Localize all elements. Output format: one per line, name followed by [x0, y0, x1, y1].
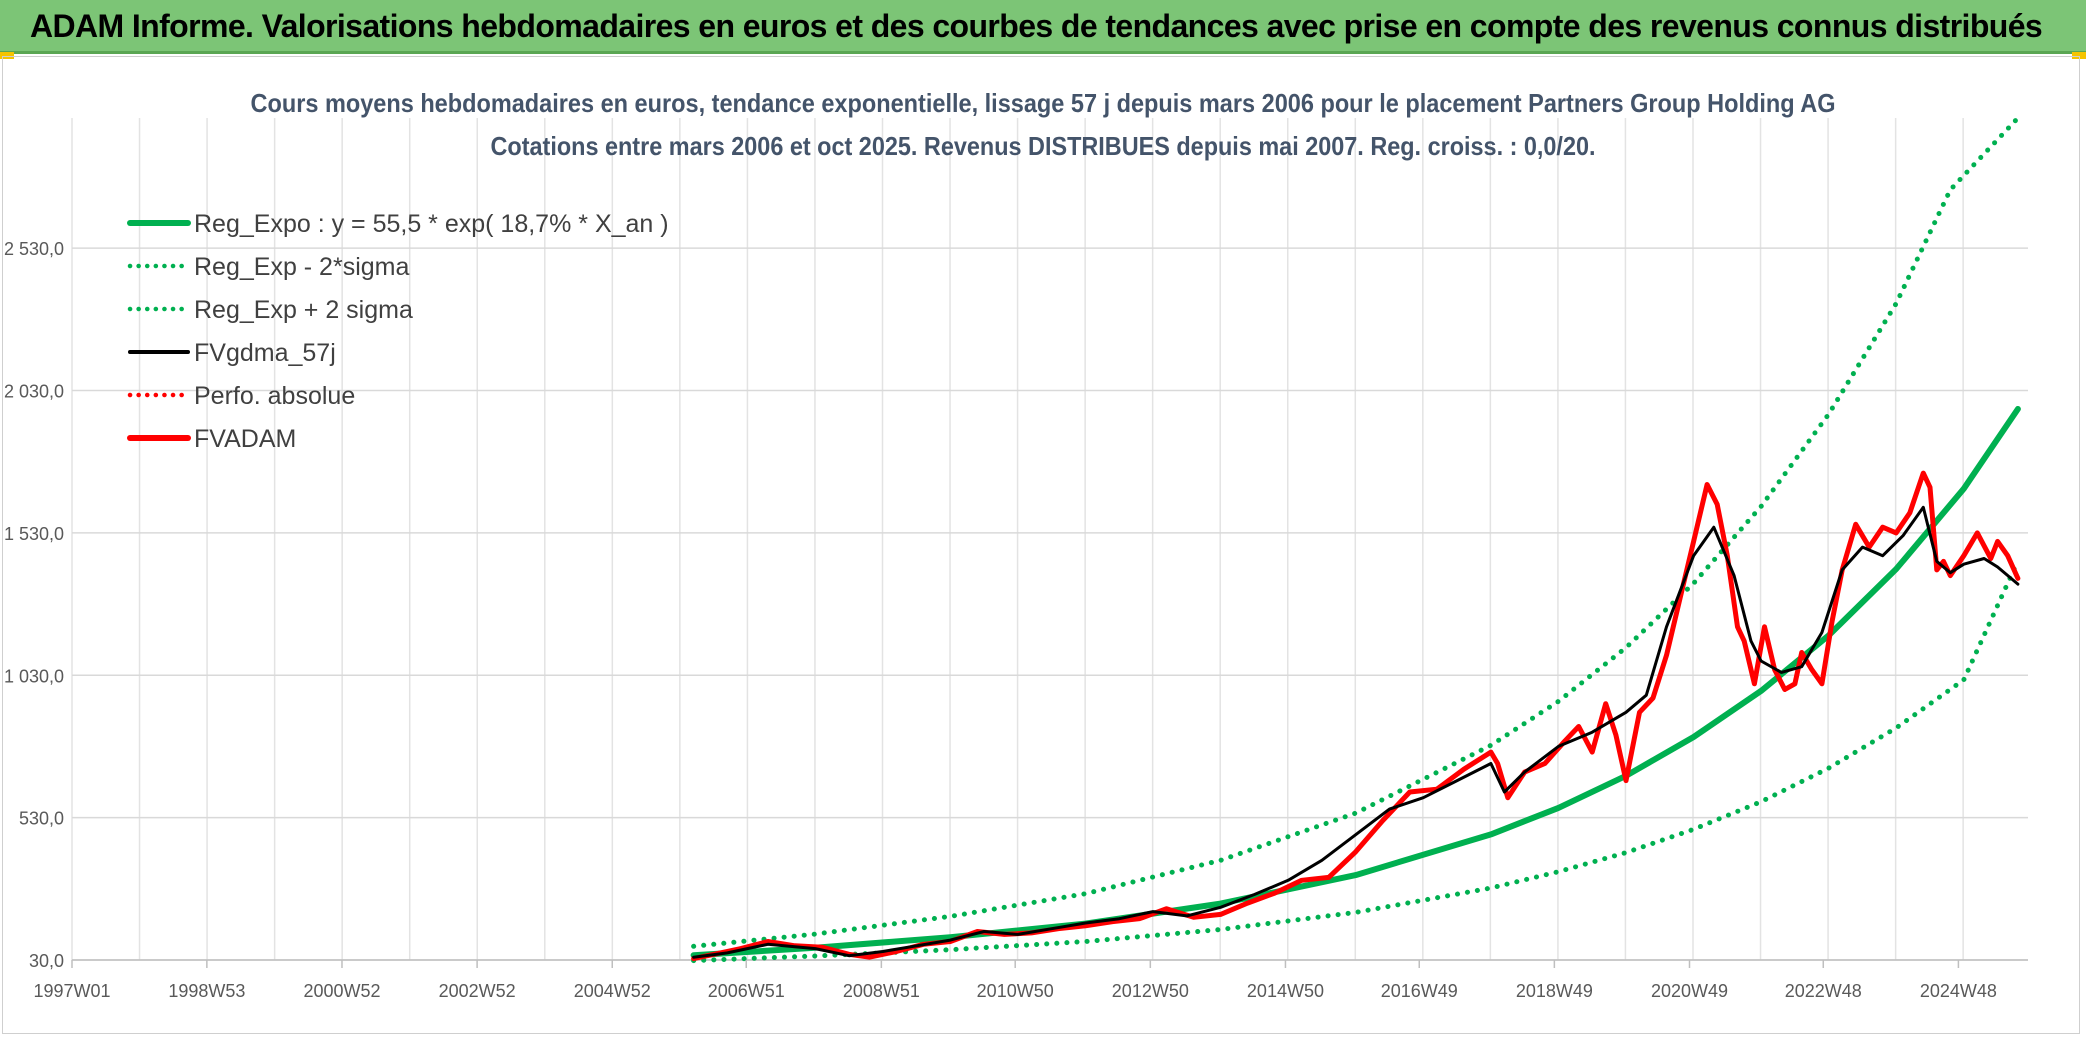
x-tick-label: 2008W51 — [843, 981, 920, 1001]
y-tick-label: 2 030,0 — [4, 382, 64, 402]
x-tick-label: 2022W48 — [1785, 981, 1862, 1001]
header-banner: ADAM Informe. Valorisations hebdomadaire… — [0, 0, 2086, 54]
x-tick-label: 2002W52 — [439, 981, 516, 1001]
x-tick-label: 2010W50 — [977, 981, 1054, 1001]
x-tick-label: 2006W51 — [708, 981, 785, 1001]
chart-frame — [2, 56, 2080, 1034]
y-tick-label: 2 530,0 — [4, 239, 64, 259]
legend-reg-exp-minus-label: Reg_Exp - 2*sigma — [194, 253, 409, 281]
series-layer — [690, 115, 2021, 964]
x-tick-label: 2014W50 — [1247, 981, 1324, 1001]
legend: Reg_Expo : y = 55,5 * exp( 18,7% * X_an … — [127, 210, 669, 453]
x-tick-label: 2024W48 — [1920, 981, 1997, 1001]
x-tick-label: 1998W53 — [168, 981, 245, 1001]
axis-ticks: 30,0 530,0 1 030,0 1 530,0 2 030,0 2 530,0 199… — [4, 239, 1997, 1001]
x-tick-label: 2000W52 — [303, 981, 380, 1001]
x-tick-label: 1997W01 — [33, 981, 110, 1001]
grid-lines — [71, 118, 2028, 961]
legend-fvgdma-label: FVgdma_57j — [194, 339, 336, 367]
reg-exp-minus-2sigma-line — [691, 558, 2021, 964]
legend-reg-exp-plus-label: Reg_Exp + 2 sigma — [194, 296, 413, 324]
x-tick-label: 2012W50 — [1112, 981, 1189, 1001]
y-tick-label: 530,0 — [19, 809, 64, 829]
chart-subtitle: Cotations entre mars 2006 et oct 2025. R… — [491, 131, 1596, 161]
x-tick-label: 2018W49 — [1516, 981, 1593, 1001]
chart-title: Cours moyens hebdomadaires en euros, ten… — [251, 88, 1836, 118]
x-tick-label: 2016W49 — [1381, 981, 1458, 1001]
legend-fvadam-label: FVADAM — [194, 425, 296, 453]
legend-reg-expo-label: Reg_Expo : y = 55,5 * exp( 18,7% * X_an … — [194, 210, 669, 238]
legend-perfo-absolue-label: Perfo. absolue — [194, 382, 355, 410]
x-tick-label: 2004W52 — [574, 981, 651, 1001]
corner-mark-right — [2072, 52, 2086, 59]
corner-mark-left — [0, 52, 14, 59]
banner-title: ADAM Informe. Valorisations hebdomadaire… — [30, 8, 2043, 44]
y-tick-label: 30,0 — [29, 951, 64, 971]
reg-exp-plus-2sigma-line — [691, 115, 2021, 949]
y-tick-label: 1 530,0 — [4, 524, 64, 544]
fvgdma-57j-line — [692, 505, 2020, 959]
x-tick-label: 2020W49 — [1651, 981, 1728, 1001]
y-tick-label: 1 030,0 — [4, 666, 64, 686]
